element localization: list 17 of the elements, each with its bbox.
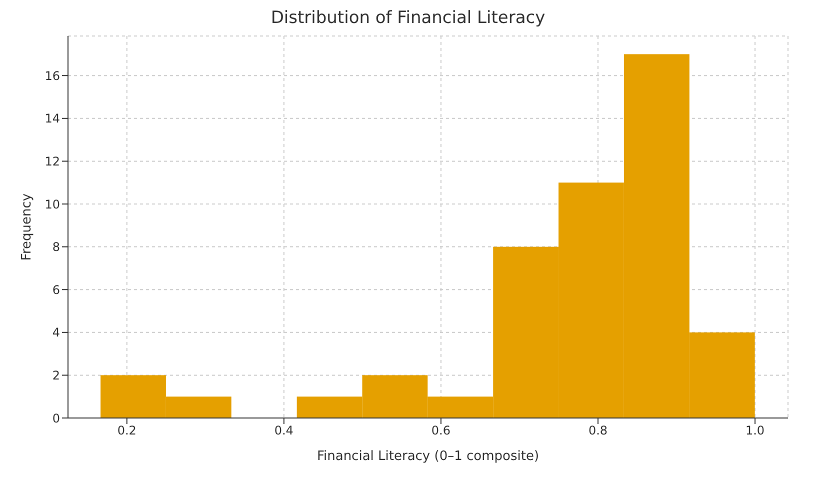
y-tick-label: 4	[52, 326, 60, 340]
x-axis-title: Financial Literacy (0–1 composite)	[316, 449, 540, 464]
y-tick-label: 8	[52, 240, 60, 254]
x-tick-label: 0.6	[431, 424, 450, 438]
y-tick-label: 16	[44, 68, 60, 83]
x-tick-label: 0.4	[274, 424, 294, 438]
y-tick-label: 6	[52, 282, 60, 297]
x-tick-label: 1.0	[745, 424, 765, 438]
x-tick-label: 0.2	[117, 424, 136, 438]
chart-title: Distribution of Financial Literacy	[270, 8, 546, 28]
y-tick-label: 0	[52, 411, 60, 426]
y-tick-label: 14	[44, 112, 60, 126]
x-tick-label: 0.8	[588, 424, 608, 438]
y-axis-title: Frequency	[20, 193, 35, 261]
y-tick-label: 2	[52, 368, 60, 382]
y-tick-label: 12	[44, 154, 60, 168]
y-tick-label: 10	[44, 197, 60, 212]
